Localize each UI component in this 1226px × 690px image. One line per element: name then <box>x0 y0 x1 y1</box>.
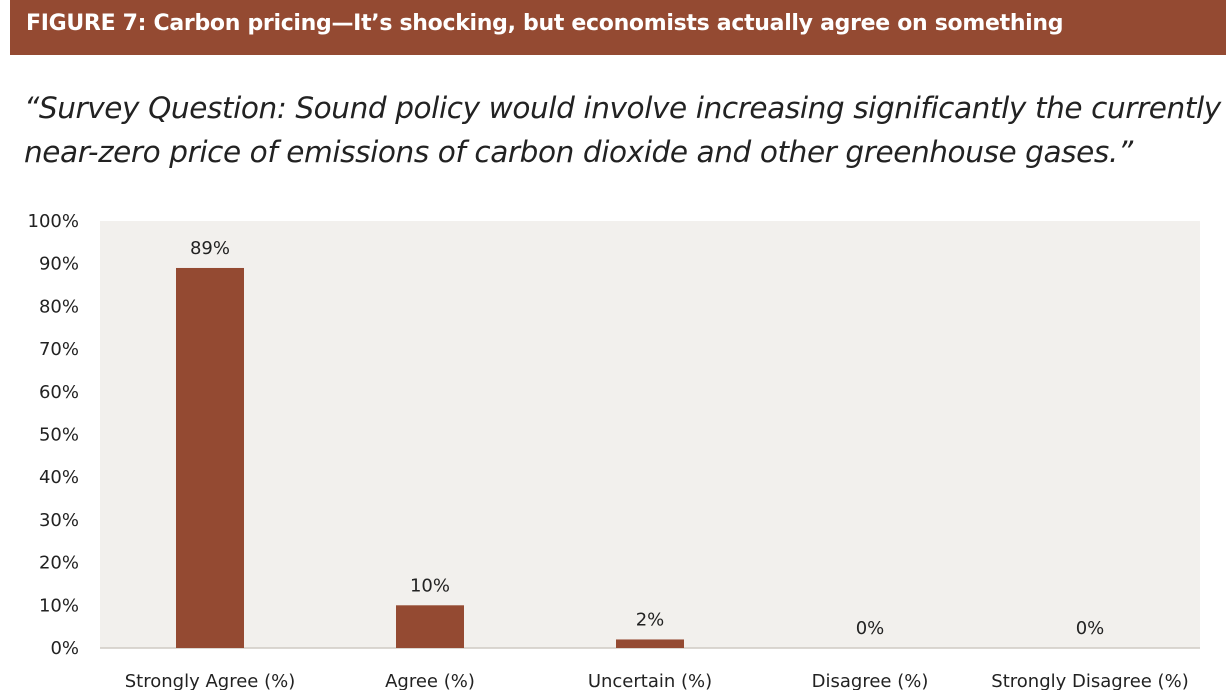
plot-area <box>100 221 1200 648</box>
y-tick-label: 80% <box>39 296 79 317</box>
y-tick-label: 50% <box>39 425 79 446</box>
y-tick-label: 40% <box>39 467 79 488</box>
y-tick-label: 90% <box>39 254 79 275</box>
survey-question-line-2: near-zero price of emissions of carbon d… <box>24 135 1133 169</box>
y-tick-label: 100% <box>28 211 79 232</box>
bar <box>616 639 684 648</box>
x-category-label: Strongly Agree (%) <box>125 671 295 690</box>
data-label: 2% <box>636 609 665 630</box>
data-label: 0% <box>1076 618 1105 639</box>
data-label: 89% <box>190 238 230 259</box>
y-tick-label: 0% <box>50 638 79 659</box>
data-label: 10% <box>410 575 450 596</box>
bar <box>176 267 244 648</box>
figure-banner: FIGURE 7: Carbon pricing—It’s shocking, … <box>10 0 1226 55</box>
y-tick-label: 60% <box>39 382 79 403</box>
x-category-label: Agree (%) <box>385 671 475 690</box>
survey-question-line-1: “Survey Question: Sound policy would inv… <box>24 91 1221 125</box>
bar <box>396 605 464 648</box>
y-tick-label: 20% <box>39 553 79 574</box>
data-label: 0% <box>856 618 885 639</box>
y-tick-label: 30% <box>39 510 79 531</box>
x-category-label: Disagree (%) <box>812 671 929 690</box>
survey-question: “Survey Question: Sound policy would inv… <box>24 86 1221 174</box>
figure-title: FIGURE 7: Carbon pricing—It’s shocking, … <box>26 11 1064 36</box>
y-tick-label: 10% <box>39 595 79 616</box>
x-category-label: Strongly Disagree (%) <box>991 671 1188 690</box>
y-tick-label: 70% <box>39 339 79 360</box>
x-category-label: Uncertain (%) <box>588 671 712 690</box>
